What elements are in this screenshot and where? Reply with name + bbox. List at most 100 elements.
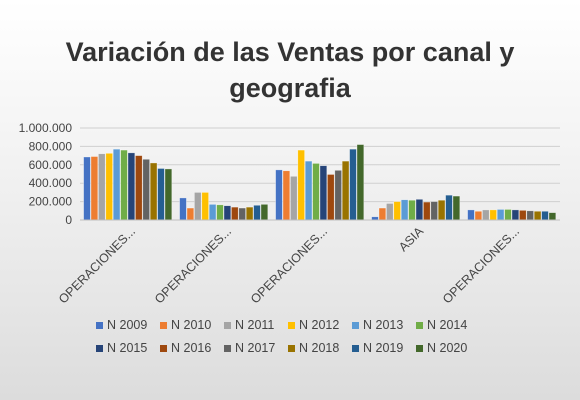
bar: [452, 195, 461, 221]
legend-label: N 2013: [363, 318, 404, 332]
bar: [482, 209, 490, 221]
legend-item: N 2017: [224, 341, 288, 355]
bar: [208, 204, 217, 221]
bar: [393, 201, 401, 221]
y-tick-label: 800.000: [29, 139, 73, 153]
bar: [437, 199, 446, 221]
legend-label: N 2019: [363, 341, 404, 355]
bar: [408, 199, 416, 221]
legend-swatch: [416, 344, 423, 352]
x-category-label: OPERACIONES...: [152, 224, 234, 306]
bar: [216, 204, 224, 221]
bar: [415, 199, 424, 221]
bar: [378, 207, 387, 221]
bar: [423, 201, 431, 221]
bar: [231, 206, 239, 221]
legend-label: N 2011: [235, 318, 275, 332]
bar: [297, 149, 305, 221]
bar: [83, 156, 91, 221]
legend-item: N 2009: [96, 318, 160, 332]
bar: [541, 210, 549, 221]
bar: [282, 170, 291, 221]
bar: [164, 168, 173, 221]
bar: [194, 192, 202, 221]
legend-item: N 2014: [416, 318, 480, 332]
bar: [356, 144, 365, 221]
bar: [519, 210, 527, 221]
bar: [548, 212, 557, 221]
legend-item: N 2015: [96, 341, 160, 355]
bar: [105, 153, 113, 221]
legend-item: N 2011: [224, 318, 288, 332]
bar: [430, 201, 438, 221]
legend-label: N 2009: [107, 318, 148, 332]
bar: [223, 205, 232, 221]
bar: [445, 194, 453, 221]
bar: [149, 162, 158, 221]
bar: [275, 169, 283, 221]
x-category-label: ASIA: [396, 224, 427, 255]
bar: [304, 160, 313, 221]
bar: [127, 152, 136, 221]
legend: N 2009 N 2010 N 2011 N 2012 N 2013 N 2014 N 20…: [96, 318, 486, 355]
legend-swatch: [160, 321, 167, 329]
bar: [135, 155, 143, 221]
bar: [526, 210, 534, 221]
legend-swatch: [416, 321, 423, 329]
bar: [142, 158, 150, 221]
bar: [238, 207, 246, 221]
bar: [489, 209, 497, 221]
bar: [312, 163, 320, 221]
legend-label: N 2020: [427, 341, 468, 355]
legend-label: N 2014: [427, 318, 468, 332]
legend-label: N 2015: [107, 341, 148, 355]
legend-swatch: [352, 321, 359, 329]
legend-label: N 2018: [299, 341, 340, 355]
legend-label: N 2012: [299, 318, 340, 332]
legend-item: N 2016: [160, 341, 224, 355]
y-tick-label: 0: [65, 213, 72, 227]
bar: [467, 209, 475, 221]
bar: [334, 170, 342, 221]
legend-swatch: [288, 321, 295, 329]
bar: [112, 148, 121, 221]
bar: [90, 156, 99, 221]
x-category-label: OPERACIONES...: [56, 224, 138, 306]
x-category-label: OPERACIONES...: [248, 224, 330, 306]
bar: [157, 168, 165, 221]
bar: [400, 199, 409, 221]
legend-swatch: [96, 321, 103, 329]
bar: [496, 209, 505, 221]
y-tick-label: 400.000: [29, 176, 73, 190]
x-category-label: OPERACIONES...: [440, 224, 522, 306]
legend-swatch: [288, 344, 295, 352]
bar: [260, 204, 269, 221]
bar: [179, 197, 187, 221]
bar: [533, 210, 542, 221]
bar: [319, 165, 328, 221]
y-tick-label: 200.000: [29, 195, 73, 209]
bar: [186, 207, 195, 221]
legend-swatch: [224, 344, 231, 352]
legend-item: N 2012: [288, 318, 352, 332]
legend-item: N 2013: [352, 318, 416, 332]
legend-swatch: [96, 344, 103, 352]
legend-swatch: [160, 344, 167, 352]
legend-label: N 2010: [171, 318, 212, 332]
legend-label: N 2017: [235, 341, 276, 355]
bar: [120, 149, 128, 221]
chart-title: Variación de las Ventas por canal y geog…: [65, 37, 515, 103]
bar: [474, 210, 483, 221]
legend-item: N 2018: [288, 341, 352, 355]
bar: [245, 206, 254, 221]
legend-item: N 2019: [352, 341, 416, 355]
bar: [290, 176, 298, 221]
y-tick-label: 600.000: [29, 158, 73, 172]
bar: [349, 148, 357, 221]
bar: [327, 174, 335, 221]
bar: [98, 153, 106, 221]
bar: [253, 204, 261, 221]
legend-item: N 2020: [416, 341, 480, 355]
